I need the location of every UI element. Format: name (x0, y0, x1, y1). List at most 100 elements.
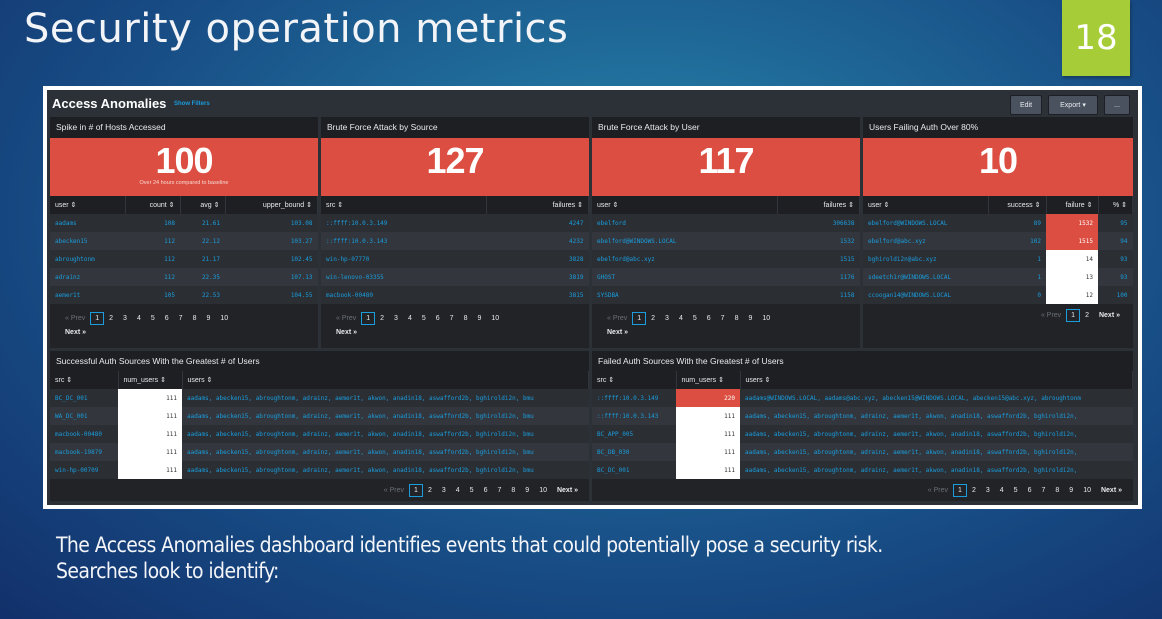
pager-page[interactable]: 5 (150, 315, 155, 322)
pager-page[interactable]: 7 (449, 315, 454, 322)
cell-count[interactable]: 105 (125, 286, 180, 304)
pager-page[interactable]: 10 (1083, 486, 1091, 494)
pager-page[interactable]: 6 (706, 315, 711, 322)
cell-num-users[interactable]: 220 (676, 389, 740, 407)
pager-page[interactable]: 5 (469, 486, 474, 494)
pager-page[interactable]: 2 (651, 315, 656, 322)
cell-user[interactable]: GHOST (592, 268, 777, 286)
table-row[interactable]: ::ffff:10.0.3.149 4247 (321, 214, 589, 232)
pager-next[interactable]: Next » (1100, 486, 1122, 494)
cell-users[interactable]: aadams, abecken15, abroughtonm, adrainz,… (740, 407, 1133, 425)
pager-page[interactable]: 7 (720, 315, 725, 322)
edit-button[interactable]: Edit (1010, 95, 1042, 115)
pager-page-current[interactable]: 1 (90, 312, 105, 325)
cell-percent[interactable]: 94 (1098, 232, 1133, 250)
column-header-upper-bound[interactable]: upper_bound ⇕ (225, 196, 318, 214)
column-header-users[interactable]: users ⇕ (182, 371, 589, 389)
column-header-failures[interactable]: failures ⇕ (486, 196, 589, 214)
cell-upper-bound[interactable]: 103.27 (225, 232, 318, 250)
table-row[interactable]: ::ffff:10.0.3.149 220 aadams@WINDOWS.LOCAL… (592, 389, 1133, 407)
table-row[interactable]: WA_DC_001 111 aadams, abecken15, abroughto… (50, 407, 589, 425)
pager-page[interactable]: 9 (525, 486, 530, 494)
pager-page[interactable]: 4 (136, 315, 141, 322)
table-row[interactable]: aadams 108 21.61 103.08 (50, 214, 318, 232)
table-row[interactable]: BC_APP_005 111 aadams, abecken15, abrought… (592, 425, 1133, 443)
pager-page[interactable]: 2 (427, 486, 432, 494)
cell-users[interactable]: aadams, abecken15, abroughtonm, adrainz,… (182, 461, 589, 479)
table-row[interactable]: ebelford@WINDOWS.LOCAL 89 1532 95 (863, 214, 1133, 232)
cell-users[interactable]: aadams, abecken15, abroughtonm, adrainz,… (740, 443, 1133, 461)
export-button[interactable]: Export ▾ (1048, 95, 1098, 115)
table-row[interactable]: BC_DC_001 111 aadams, abecken15, abroughto… (592, 461, 1133, 479)
cell-src[interactable]: win-hp-00709 (50, 461, 118, 479)
table-row[interactable]: win-lenovo-03355 3819 (321, 268, 589, 286)
cell-failure[interactable]: 1515 (1046, 232, 1098, 250)
column-header-num-users[interactable]: num_users ⇕ (118, 371, 183, 389)
pager-page[interactable]: 4 (999, 486, 1004, 494)
table-row[interactable]: ccoogan14@WINDOWS.LOCAL 0 12 100 (863, 286, 1133, 304)
pager-page-current[interactable]: 1 (409, 483, 423, 497)
pager-page[interactable]: 8 (734, 315, 739, 322)
pager-page[interactable]: 9 (1069, 486, 1074, 494)
cell-failures[interactable]: 4232 (486, 232, 589, 250)
cell-avg[interactable]: 22.53 (180, 286, 225, 304)
pager-page[interactable]: 6 (1027, 486, 1032, 494)
cell-num-users[interactable]: 111 (118, 443, 182, 461)
table-row[interactable]: sdeetch1r@WINDOWS.LOCAL 1 13 93 (863, 268, 1133, 286)
pager-page[interactable]: 10 (762, 315, 771, 322)
cell-upper-bound[interactable]: 104.55 (225, 286, 318, 304)
column-header-users[interactable]: users ⇕ (740, 371, 1133, 389)
cell-src[interactable]: ::ffff:10.0.3.149 (321, 214, 486, 232)
cell-src[interactable]: ::ffff:10.0.3.149 (592, 389, 676, 407)
pager-page[interactable]: 4 (678, 315, 683, 322)
cell-failures[interactable]: 1532 (777, 232, 860, 250)
cell-src[interactable]: macbook-19879 (50, 443, 118, 461)
cell-src[interactable]: macbook-00480 (50, 425, 118, 443)
cell-src[interactable]: win-hp-07770 (321, 250, 486, 268)
pager-page[interactable]: 2 (971, 486, 976, 494)
pager-page[interactable]: 9 (477, 315, 482, 322)
cell-upper-bound[interactable]: 102.45 (225, 250, 318, 268)
column-header-user[interactable]: user ⇕ (863, 196, 989, 214)
table-row[interactable]: BC_DC_001 111 aadams, abecken15, abroughto… (50, 389, 589, 407)
column-header-src[interactable]: src ⇕ (321, 196, 487, 214)
cell-count[interactable]: 112 (125, 268, 180, 286)
cell-src[interactable]: BC_DC_001 (592, 461, 676, 479)
pager-page[interactable]: 9 (748, 315, 753, 322)
table-row[interactable]: ::ffff:10.0.3.143 111 aadams, abecken15, a… (592, 407, 1133, 425)
pager-page[interactable]: 7 (497, 486, 502, 494)
pager-next[interactable]: Next » (336, 329, 358, 336)
pager-page[interactable]: 4 (455, 486, 460, 494)
cell-percent[interactable]: 93 (1098, 268, 1133, 286)
cell-failures[interactable]: 1176 (777, 268, 860, 286)
cell-users[interactable]: aadams, abecken15, abroughtonm, adrainz,… (740, 461, 1133, 479)
cell-user[interactable]: ebelford (592, 214, 777, 232)
table-row[interactable]: abecken15 112 22.12 103.27 (50, 232, 318, 250)
table-row[interactable]: bghiroldi2n@abc.xyz 1 14 93 (863, 250, 1133, 268)
cell-count[interactable]: 112 (125, 232, 180, 250)
table-row[interactable]: win-hp-00709 111 aadams, abecken15, abroug… (50, 461, 589, 479)
pager-page[interactable]: 3 (394, 315, 398, 322)
cell-user[interactable]: ebelford@WINDOWS.LOCAL (592, 232, 777, 250)
cell-failures[interactable]: 3815 (486, 286, 589, 304)
pager-page[interactable]: 8 (192, 315, 197, 322)
cell-num-users[interactable]: 111 (118, 389, 182, 407)
cell-avg[interactable]: 21.61 (180, 214, 225, 232)
cell-src[interactable]: ::ffff:10.0.3.143 (592, 407, 676, 425)
cell-num-users[interactable]: 111 (118, 461, 182, 479)
pager-page[interactable]: 2 (1085, 311, 1089, 319)
table-row[interactable]: ebelford@abc.xyz 102 1515 94 (863, 232, 1133, 250)
cell-user[interactable]: ebelford@abc.xyz (863, 232, 988, 250)
cell-avg[interactable]: 22.12 (180, 232, 225, 250)
cell-percent[interactable]: 95 (1098, 214, 1133, 232)
cell-failures[interactable]: 306638 (777, 214, 860, 232)
column-header-user[interactable]: user ⇕ (50, 196, 126, 214)
cell-failures[interactable]: 4247 (486, 214, 589, 232)
cell-failure[interactable]: 14 (1046, 250, 1098, 268)
cell-failures[interactable]: 3828 (486, 250, 589, 268)
table-row[interactable]: ebelford 306638 (592, 214, 860, 232)
table-row[interactable]: macbook-19879 111 aadams, abecken15, abrou… (50, 443, 589, 461)
cell-avg[interactable]: 22.35 (180, 268, 225, 286)
column-header-count[interactable]: count ⇕ (125, 196, 181, 214)
column-header-success[interactable]: success ⇕ (988, 196, 1047, 214)
